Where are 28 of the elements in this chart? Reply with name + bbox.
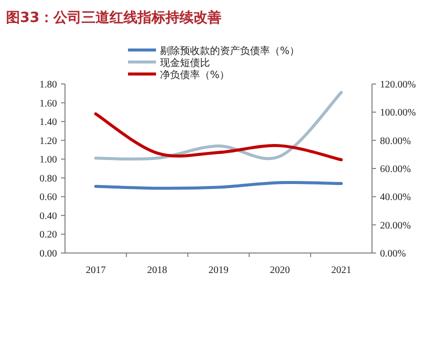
legend-label: 净负债率（%） <box>160 69 230 81</box>
y2-tick-label: 40.00% <box>380 192 411 204</box>
line-series <box>94 90 343 161</box>
y2-tick-label: 20.00% <box>380 220 411 232</box>
y-tick-label: 0.80 <box>40 173 57 184</box>
y-tick-label: 1.80 <box>40 80 57 90</box>
chart-title: 图33：公司三道红线指标持续改善 <box>6 9 222 26</box>
y-tick-label: 0.40 <box>40 210 57 222</box>
legend-label: 现金短债比 <box>160 57 210 69</box>
y-tick-label: 1.40 <box>40 117 57 128</box>
y-tick-label: 1.60 <box>40 98 57 110</box>
x-tick-label: 2018 <box>147 265 168 276</box>
y-tick-label: 0.20 <box>40 230 57 241</box>
y-tick-label: 0.00 <box>40 248 57 260</box>
y-tick-label: 1.00 <box>40 154 57 166</box>
x-tick-label: 2017 <box>86 265 106 276</box>
y2-tick-label: 0.00% <box>380 248 406 260</box>
line-series <box>94 112 343 162</box>
x-tick-label: 2019 <box>208 265 228 276</box>
y2-tick-label: 120.00% <box>380 80 416 90</box>
y2-tick-label: 80.00% <box>380 136 411 147</box>
y2-tick-label: 100.00% <box>380 108 416 119</box>
y2-tick-label: 60.00% <box>380 164 411 175</box>
y-tick-label: 1.20 <box>40 136 57 147</box>
y-tick-label: 0.60 <box>40 192 57 204</box>
legend-label: 剔除预收款的资产负债率（%） <box>160 45 300 57</box>
x-tick-label: 2020 <box>270 265 290 276</box>
x-tick-label: 2021 <box>331 265 352 276</box>
